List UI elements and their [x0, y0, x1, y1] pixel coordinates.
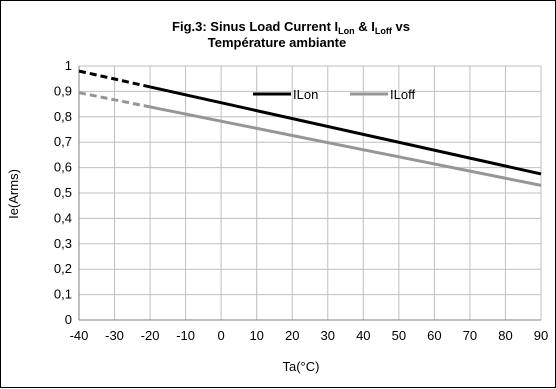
- series-ilon-dashed: [78, 69, 151, 89]
- y-tick-label: 0,3: [54, 236, 72, 251]
- series-layer: [78, 69, 542, 187]
- axis-layer: [78, 66, 541, 321]
- x-tick-label: 40: [356, 328, 370, 343]
- y-tick-label: 0,4: [54, 210, 72, 225]
- x-tick-label: -30: [105, 328, 124, 343]
- y-axis-label: Ie(Arms): [6, 169, 21, 219]
- y-tick-label: 0: [65, 312, 72, 327]
- x-axis-label: Ta(°C): [283, 359, 320, 374]
- title-part: vs: [392, 19, 410, 34]
- series-iloff-line: [149, 105, 542, 187]
- x-tick-label: -20: [141, 328, 160, 343]
- chart-subtitle: Température ambiante: [208, 35, 346, 50]
- title-subscript: Loff: [375, 26, 393, 36]
- x-tick-label: 50: [392, 328, 406, 343]
- x-tick-label: 10: [249, 328, 263, 343]
- x-tick-label: 30: [321, 328, 335, 343]
- x-tick-label: 80: [498, 328, 512, 343]
- x-tick-label: 70: [463, 328, 477, 343]
- chart-title: Fig.3: Sinus Load Current ILon & ILoff v…: [172, 19, 410, 36]
- y-tick-label: 0,7: [54, 134, 72, 149]
- series-iloff-dashed: [78, 91, 151, 109]
- x-tick-label: -10: [176, 328, 195, 343]
- x-tick-label: 0: [218, 328, 225, 343]
- title-subscript: Lon: [338, 26, 355, 36]
- title-part: Fig.3: Sinus Load Current I: [172, 19, 338, 34]
- y-tick-label: 0,5: [54, 185, 72, 200]
- x-tick-label: 20: [285, 328, 299, 343]
- y-tick-label: 0,9: [54, 83, 72, 98]
- y-tick-label: 0,8: [54, 109, 72, 124]
- title-part: & I: [355, 19, 375, 34]
- legend-label-ilon: ILon: [293, 87, 318, 102]
- legend: ILon ILoff: [253, 87, 415, 102]
- y-tick-label: 0,2: [54, 261, 72, 276]
- series-ilon-line: [149, 85, 542, 176]
- x-tick-label: 90: [534, 328, 548, 343]
- y-tick-label: 1: [65, 58, 72, 73]
- x-tick-label: 60: [427, 328, 441, 343]
- y-tick-label: 0,1: [54, 287, 72, 302]
- legend-label-iloff: ILoff: [390, 87, 415, 102]
- tick-layer: -40 -30 -20 -10 0 10 20 30 40 50 60 70 80 90 0 0,1 0,2 0,…: [54, 58, 548, 343]
- x-tick-label: -40: [70, 328, 89, 343]
- grid-layer: [78, 65, 542, 321]
- y-tick-label: 0,6: [54, 160, 72, 175]
